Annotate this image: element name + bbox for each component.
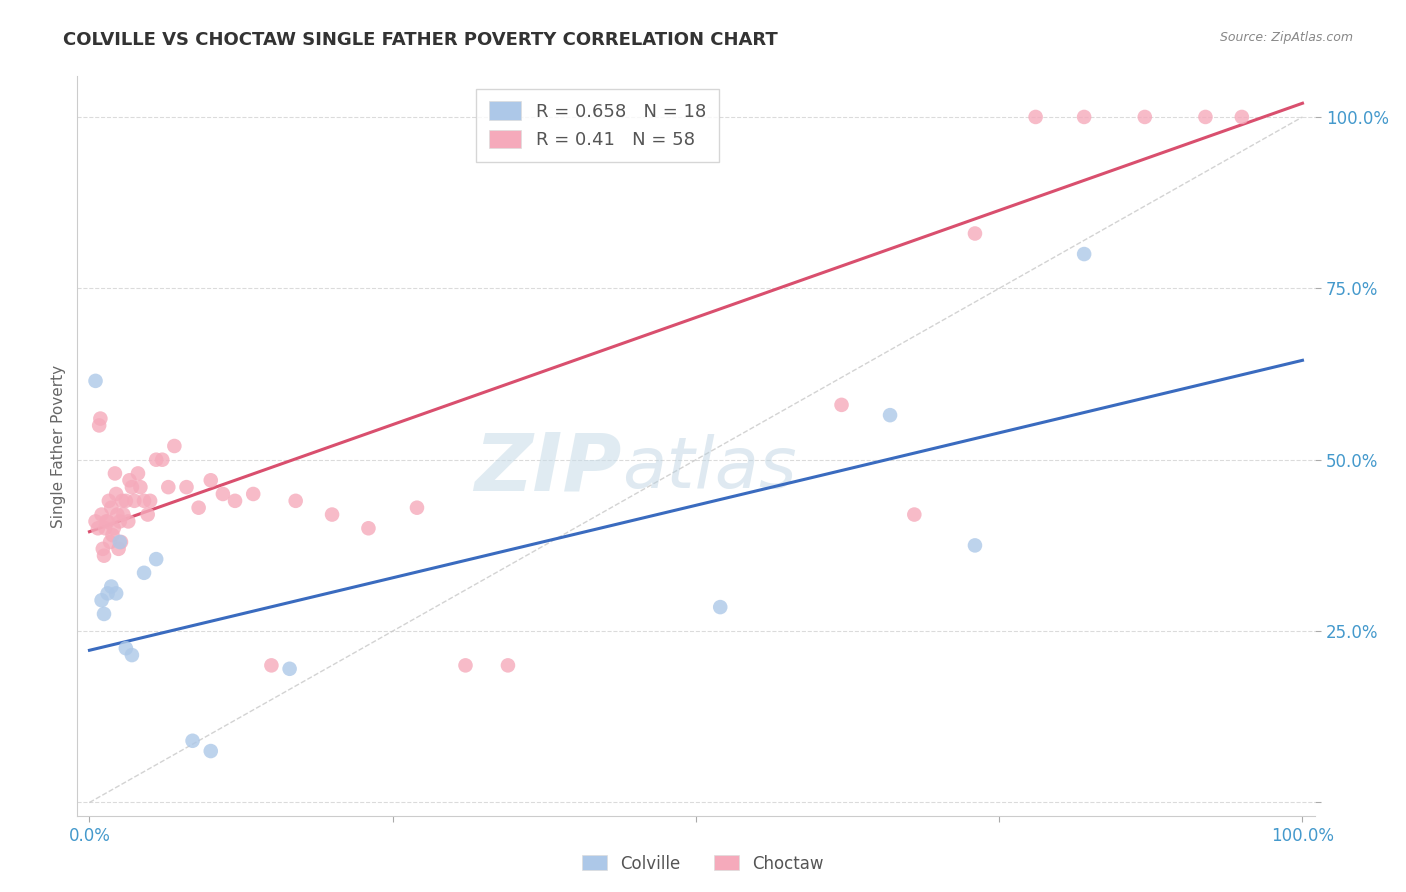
Point [111,493,134,508]
Point [200,744,222,758]
Point [107,541,129,556]
Point [454,658,477,673]
Point [129,480,152,494]
Point [176,480,198,494]
Point [150,452,173,467]
Point [90,508,112,522]
Text: Source: ZipAtlas.com: Source: ZipAtlas.com [1219,31,1353,45]
Point [879,408,901,422]
Point [1230,110,1253,124]
Point [121,480,143,494]
Point [187,500,209,515]
Text: atlas: atlas [621,434,796,503]
Point [115,641,138,656]
Point [84,374,107,388]
Point [117,515,139,529]
Point [108,535,131,549]
Point [100,580,122,594]
Point [101,528,124,542]
Point [357,521,380,535]
Point [89,411,111,425]
Point [1073,110,1095,124]
Point [903,508,925,522]
Point [406,500,429,515]
Point [200,473,222,487]
Point [93,549,115,563]
Point [321,508,343,522]
Point [105,586,128,600]
Point [1073,247,1095,261]
Point [127,467,149,481]
Point [181,733,204,747]
Point [118,473,141,487]
Point [963,538,986,552]
Point [108,515,131,529]
Point [84,515,107,529]
Point [260,658,283,673]
Y-axis label: Single Father Poverty: Single Father Poverty [51,365,66,527]
Point [93,607,115,621]
Point [104,467,127,481]
Point [121,648,143,662]
Point [496,658,519,673]
Point [136,508,159,522]
Point [163,439,186,453]
Point [105,508,128,522]
Point [124,493,146,508]
Point [157,480,180,494]
Point [87,521,110,535]
Point [139,493,162,508]
Point [212,487,235,501]
Point [963,227,986,241]
Legend: R = 0.658   N = 18, R = 0.41   N = 58: R = 0.658 N = 18, R = 0.41 N = 58 [477,88,718,161]
Point [96,515,118,529]
Point [112,508,135,522]
Point [831,398,853,412]
Point [242,487,264,501]
Point [1025,110,1047,124]
Legend: Colville, Choctaw: Colville, Choctaw [575,848,831,880]
Point [132,566,155,580]
Point [284,493,307,508]
Point [1194,110,1216,124]
Point [105,487,128,501]
Point [97,515,120,529]
Point [1133,110,1156,124]
Point [91,541,114,556]
Point [145,452,167,467]
Point [94,521,117,535]
Point [224,493,246,508]
Point [278,662,301,676]
Point [145,552,167,566]
Point [100,500,122,515]
Text: COLVILLE VS CHOCTAW SINGLE FATHER POVERTY CORRELATION CHART: COLVILLE VS CHOCTAW SINGLE FATHER POVERT… [63,31,778,49]
Point [89,418,111,433]
Point [709,600,731,615]
Point [97,493,120,508]
Point [103,521,125,535]
Point [98,535,121,549]
Point [132,493,155,508]
Text: ZIP: ZIP [474,429,621,508]
Point [110,535,132,549]
Point [115,493,138,508]
Point [90,593,112,607]
Point [97,586,120,600]
